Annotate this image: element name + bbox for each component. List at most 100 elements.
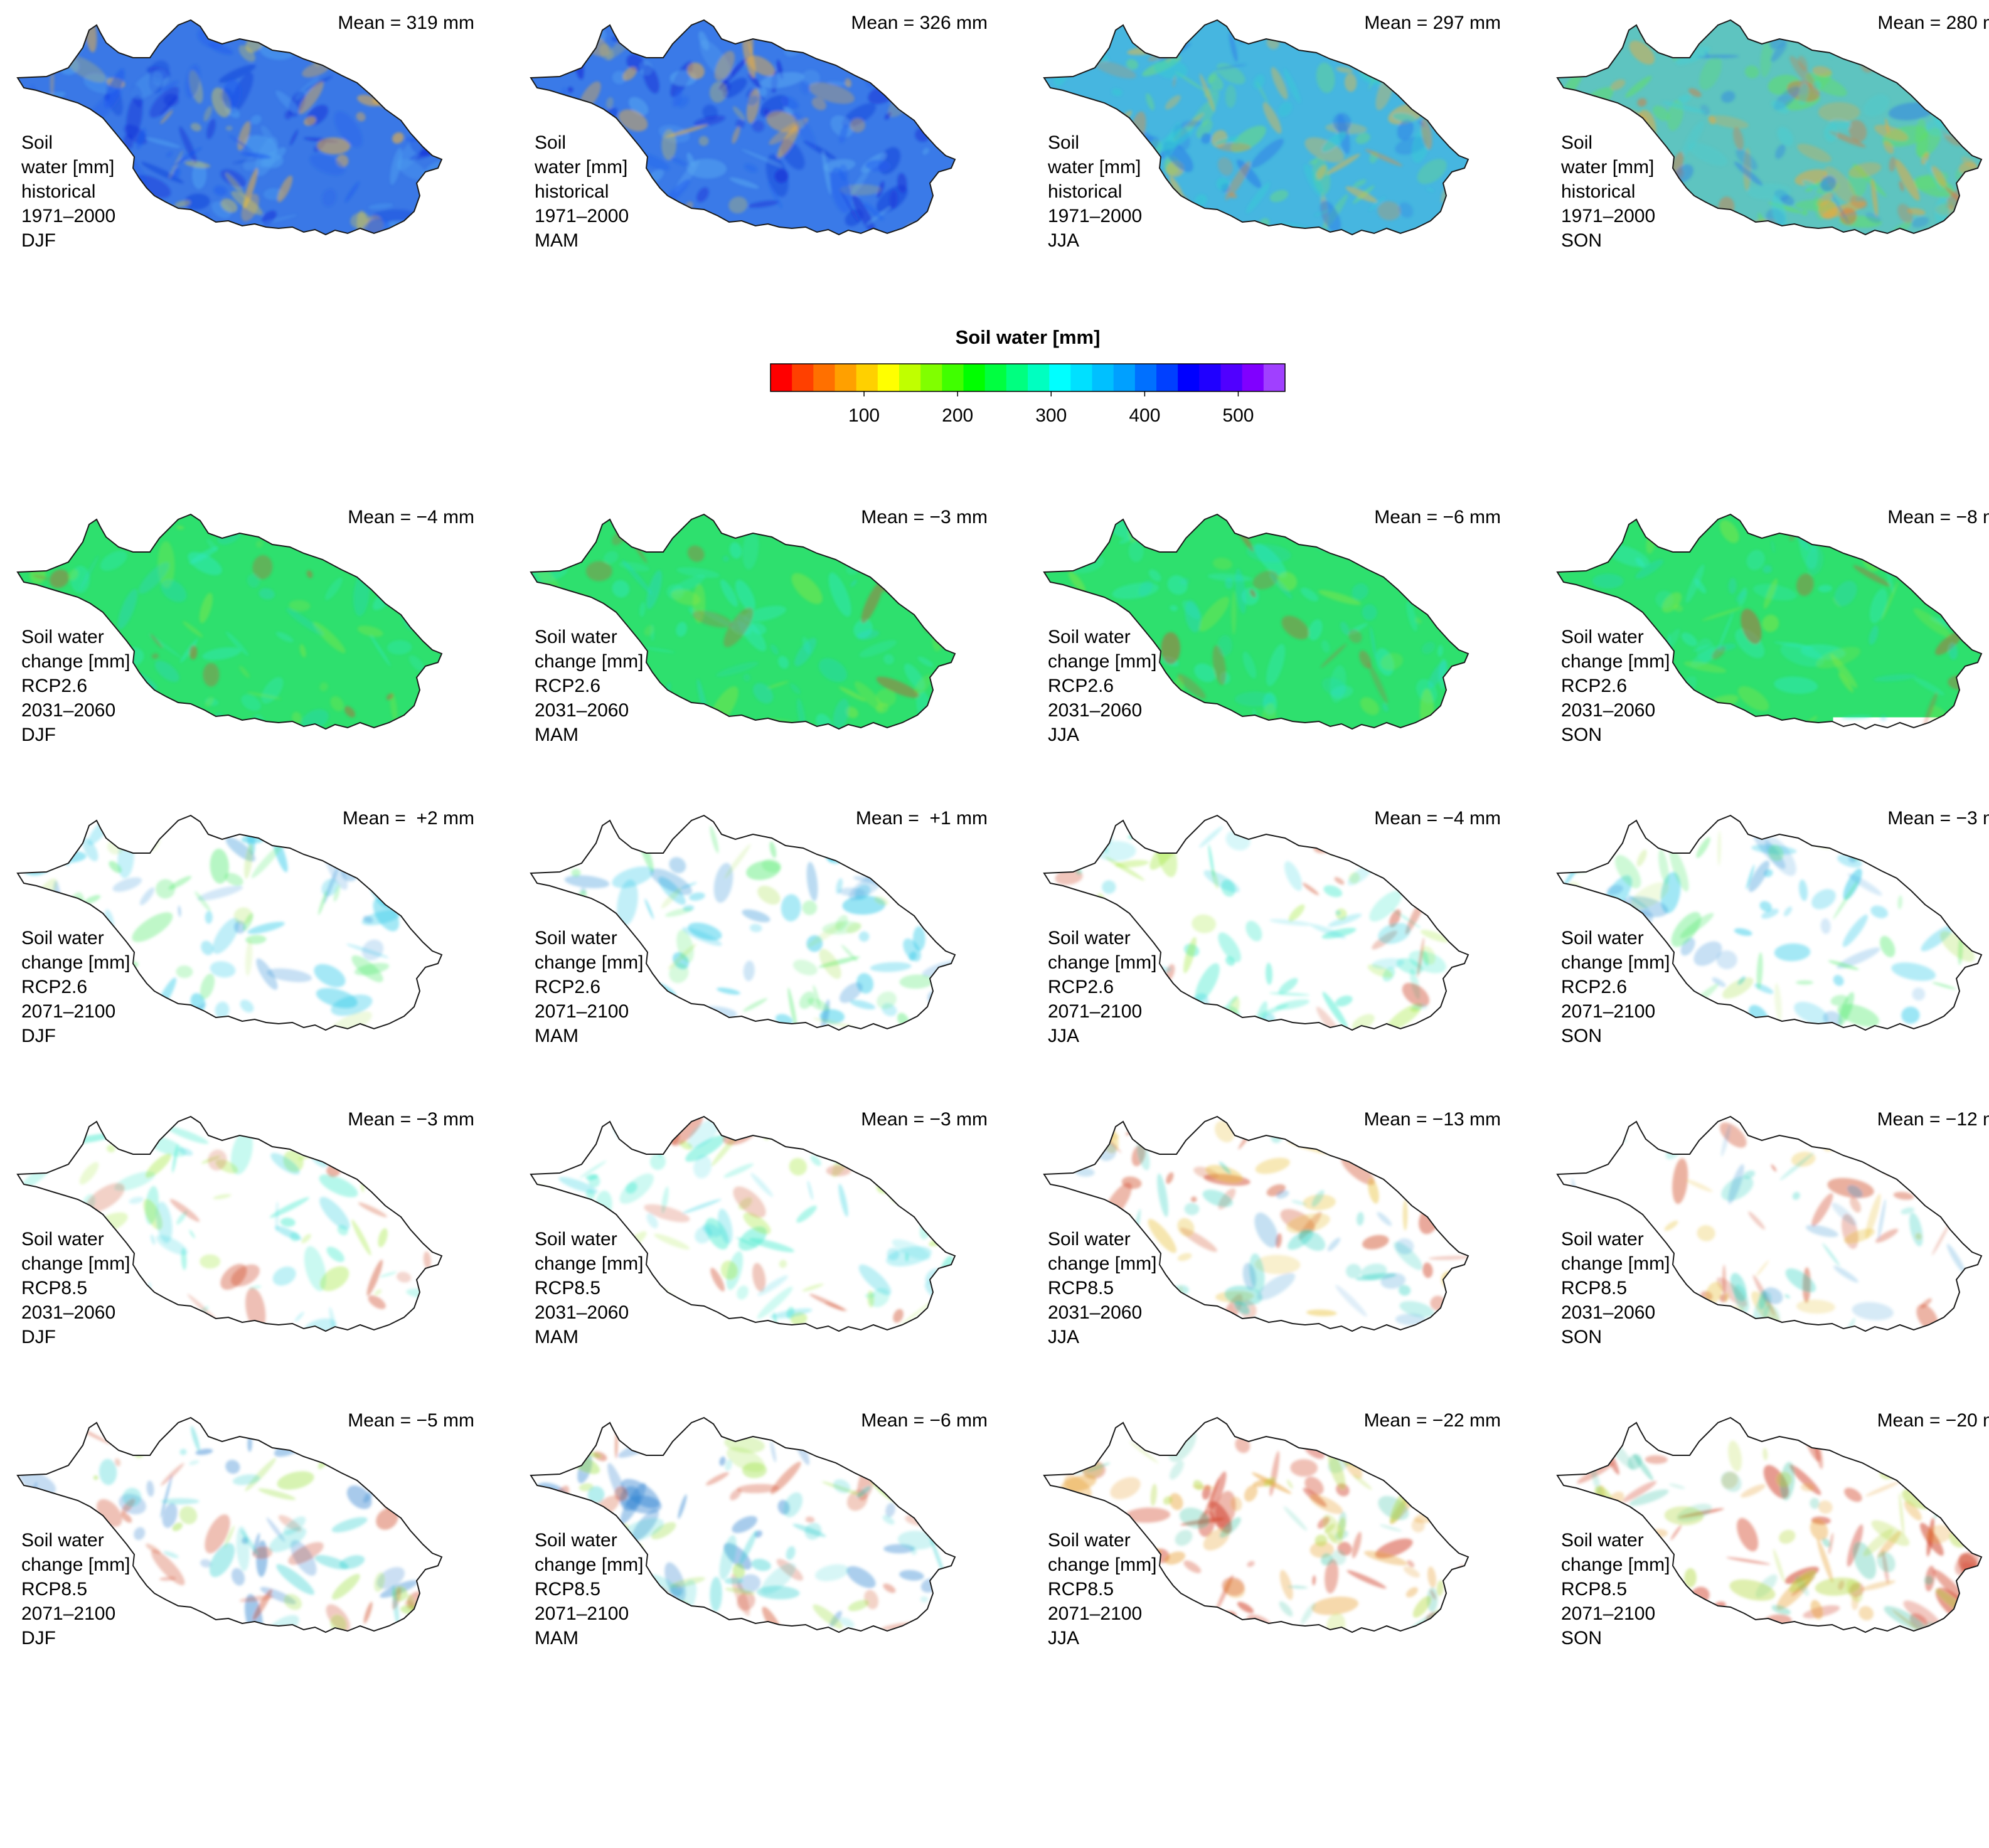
panel-description-line: RCP8.5 [535,1577,643,1601]
panel-description-line: SON [1561,1024,1670,1048]
panel-description-line: JJA [1048,1626,1156,1650]
panel-description-line: RCP2.6 [535,674,643,698]
panel-description-line: 1971–2000 [1561,204,1655,228]
colorbar-swatch [1221,364,1243,391]
panel-description-line: SON [1561,228,1655,253]
panel-description-line: JJA [1048,228,1142,253]
panel-description-line: 2031–2060 [535,1300,643,1325]
panel-description: Soil water change [mm] RCP8.5 2071–2100 DJF [21,1528,130,1650]
panel-description-line: Soil [21,130,115,155]
panel-description: Soil water change [mm] RCP8.5 2031–2060 MAM [535,1227,643,1349]
colorbar-swatch [1028,364,1050,391]
panel-description: Soil water change [mm] RCP8.5 2031–2060 DJF [21,1227,130,1349]
map-panel: Mean = −8 mmSoil waterchange [mm]RCP2.62… [1549,502,1989,765]
panel-description-line: MAM [535,1626,643,1650]
colorbar-swatch [1156,364,1178,391]
panel-description-line: RCP2.6 [21,674,130,698]
panel-description: Soil water [mm] historical 1971–2000 DJF [21,130,115,253]
colorbar-tick-label: 200 [942,405,973,426]
panel-description-line: historical [1561,179,1655,204]
map-panel: Mean = −13 mm Soil water change [mm] RCP8.5… [1035,1104,1531,1367]
panel-description-line: JJA [1048,723,1156,747]
map-panel: Mean = −3 mm Soil water change [mm] RCP2.6 2… [1549,803,1989,1066]
panel-description-line: 2031–2060 [1561,1300,1670,1325]
colorbar-swatch [985,364,1007,391]
colorbar-swatch [985,1726,1007,1753]
colorbar-swatch [1242,1726,1264,1753]
colorbar-tick-label: −60 [806,1767,838,1788]
colorbar-tick-label: 100 [848,405,880,426]
panel-description-line: JJA [1048,1024,1156,1048]
panel-description: Soil water change [mm] RCP2.6 2031–2060 MAM [535,625,643,747]
panel-description-line: historical [535,179,629,204]
panel-mean-label: Mean = 319 mm [338,13,474,34]
colorbar-swatch [1114,1726,1136,1753]
panel-mean-label: Mean = 280 mm [1877,13,1989,34]
map-panel: Mean = 280 mm Soil water [mm] historical 197… [1549,8,1989,271]
panel-description-line: SON [1561,1626,1670,1650]
map-panel: Mean = −4 mm Soil water change [mm] RCP2.6 2… [9,502,504,765]
panel-description-line: change [mm] [1048,1553,1156,1577]
panel-description: Soil water change [mm] RCP8.5 2071–2100 JJA [1048,1528,1156,1650]
panel-mean-label: Mean = 297 mm [1364,13,1501,34]
panel-description-line: MAM [535,228,629,253]
colorbar-swatch [878,1726,900,1753]
panel-description-line: change [mm] [21,950,130,975]
panel-description-line: change [mm] [1048,950,1156,975]
colorbar-swatch [1199,1726,1221,1753]
colorbar-swatch [1114,364,1136,391]
panel-description: Soil water change [mm] RCP2.6 2071–2100 SON [1561,926,1670,1048]
colorbar-swatch [1049,1726,1071,1753]
panel-description: Soil water change [mm] RCP2.6 2071–2100 DJF [21,926,130,1048]
panel-mean-label: Mean = −6 mm [861,1410,988,1431]
panel-description-line: DJF [21,1325,130,1349]
colorbar-swatch [878,364,900,391]
panel-mean-label: Mean = +1 mm [856,808,988,829]
panel-description-line: Soil [1048,130,1142,155]
panel-description: Soil water change [mm] RCP2.6 2071–2100 MAM [535,926,643,1048]
colorbar-tick-label: 500 [1222,405,1254,426]
panel-description-line: water [mm] [535,155,629,179]
colorbar-tick-label: 60 [1223,1767,1244,1788]
panel-description-line: change [mm] [1561,950,1670,975]
colorbar-swatch [920,364,942,391]
panel-description-line: RCP2.6 [1561,674,1670,698]
panel-description-line: 1971–2000 [535,204,629,228]
panel-description: Soil water change [mm] RCP8.5 2031–2060 JJA [1048,1227,1156,1349]
colorbar-swatch [856,1726,878,1753]
map-panel: Mean = −20 mmSoil waterchange [mm]RCP8.5… [1549,1405,1989,1669]
panel-mean-label: Mean = −12 mm [1877,1109,1989,1130]
panel-mean-label: Mean = −5 mm [348,1410,474,1431]
colorbar-swatch [942,364,964,391]
map-panel: Mean = 326 mm Soil water [mm] historical 197… [522,8,1018,271]
colorbar-swatch [856,364,878,391]
colorbar-swatch [1221,1726,1243,1753]
panel-description-line: 1971–2000 [1048,204,1142,228]
panel-mean-label: Mean = −20 mm [1877,1410,1989,1431]
map-panel: Mean = −6 mm Soil water change [mm] RCP8.5 2… [522,1405,1018,1669]
panel-description-line: 2031–2060 [535,698,643,723]
colorbar-swatch [1264,364,1286,391]
panel-description-line: Soil [1561,130,1655,155]
colorbar-tick-label: 40 [1154,1767,1175,1788]
panel-description-line: RCP2.6 [1561,975,1670,999]
map-panel: Mean = −3 mm Soil water change [mm] RCP8.5 2… [9,1104,504,1367]
panel-mean-label: Mean = 326 mm [851,13,988,34]
panel-description-line: Soil water [535,625,643,649]
map-panel: Mean = −6 mm Soil water change [mm] RCP2.6 2… [1035,502,1531,765]
panel-description-line: 2071–2100 [1048,999,1156,1024]
colorbar-soil-water-change: Soil water change [mm] −60 −40 −20 0 20 40 60 [771,1688,1285,1813]
colorbar-tick-label: −20 [943,1767,975,1788]
panel-description-line: change [mm] [535,1553,643,1577]
colorbar-swatch [1135,364,1157,391]
panel-description-line: historical [1048,179,1142,204]
panel-description-line: DJF [21,723,130,747]
panel-description-line: Soil water [1048,1227,1156,1251]
panel-description: Soil water change [mm] RCP2.6 2031–2060 JJA [1048,625,1156,747]
panel-description: Soil water change [mm] RCP2.6 2031–2060 DJF [21,625,130,747]
panel-description-line: RCP8.5 [1561,1276,1670,1300]
panel-mean-label: Mean = −6 mm [1374,507,1501,528]
panel-description-line: water [mm] [21,155,115,179]
colorbar-swatch [1156,1726,1178,1753]
panel-description-line: RCP2.6 [535,975,643,999]
